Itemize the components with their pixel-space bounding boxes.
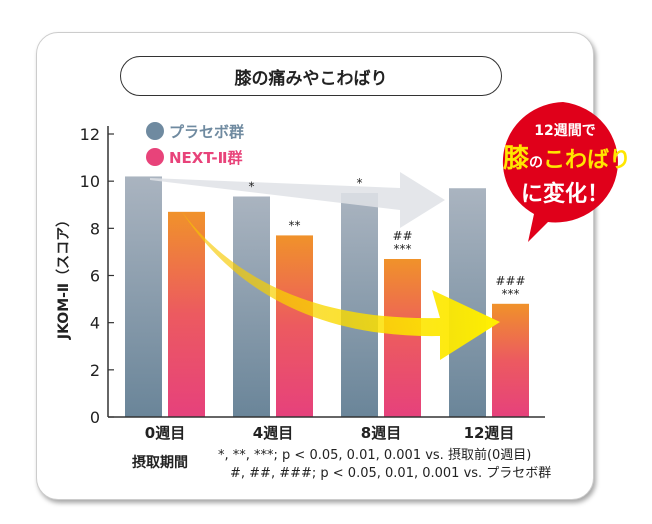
x-tick-label: 12週目 <box>464 424 515 442</box>
significance-label: *** <box>394 242 412 256</box>
bar-next-0 <box>168 211 205 417</box>
legend-label: プラセボ群 <box>169 123 244 141</box>
x-tick-label: 8週目 <box>361 424 401 442</box>
bar-placebo-0 <box>125 176 162 417</box>
callout-line3: に変化！ <box>520 182 609 207</box>
period-label: 摂取期間 <box>132 455 188 471</box>
chart-title: 膝の痛みやこわばり <box>120 56 502 96</box>
callout-stiffness: こわばり <box>543 148 632 173</box>
y-tick-label: 0 <box>90 408 100 427</box>
bar-next-3 <box>492 303 529 417</box>
y-tick-label: 4 <box>90 314 100 333</box>
bar-next-1 <box>276 235 313 417</box>
callout-knee: 膝 <box>502 144 529 174</box>
y-axis-label: JKOM-Ⅱ（スコア） <box>56 213 72 340</box>
callout-bubble: 12週間で 膝のこわばり に変化！ <box>488 96 638 244</box>
y-tick-label: 6 <box>90 267 100 286</box>
significance-label: * <box>357 176 363 190</box>
next-trend-arrow <box>182 212 500 360</box>
legend-swatch <box>146 148 164 166</box>
x-tick-label: 4週目 <box>253 424 293 442</box>
y-tick-label: 8 <box>90 219 100 238</box>
footnote-1: *, **, ***; p < 0.05, 0.01, 0.001 vs. 摂取… <box>218 448 532 463</box>
significance-label: *** <box>502 287 520 301</box>
x-tick-label: 0週目 <box>145 424 185 442</box>
bar-placebo-2 <box>341 192 378 417</box>
callout-line1: 12週間で <box>534 123 596 139</box>
callout-shape <box>502 102 618 242</box>
significance-label: ### <box>495 274 525 288</box>
bar-placebo-1 <box>233 196 270 417</box>
bar-next-2 <box>384 258 421 417</box>
footnote-2: #, ##, ###; p < 0.05, 0.01, 0.001 vs. プラ… <box>230 466 552 481</box>
y-tick-label: 10 <box>80 172 100 191</box>
placebo-trend-arrow <box>150 172 445 228</box>
legend-label: NEXT-Ⅱ群 <box>169 149 243 167</box>
legend-swatch <box>146 122 164 140</box>
y-tick-label: 2 <box>90 361 100 380</box>
significance-label: * <box>249 179 255 193</box>
significance-label: ** <box>289 218 301 232</box>
callout-no: の <box>529 155 543 171</box>
significance-label: ## <box>392 229 412 243</box>
y-tick-label: 12 <box>80 125 100 144</box>
